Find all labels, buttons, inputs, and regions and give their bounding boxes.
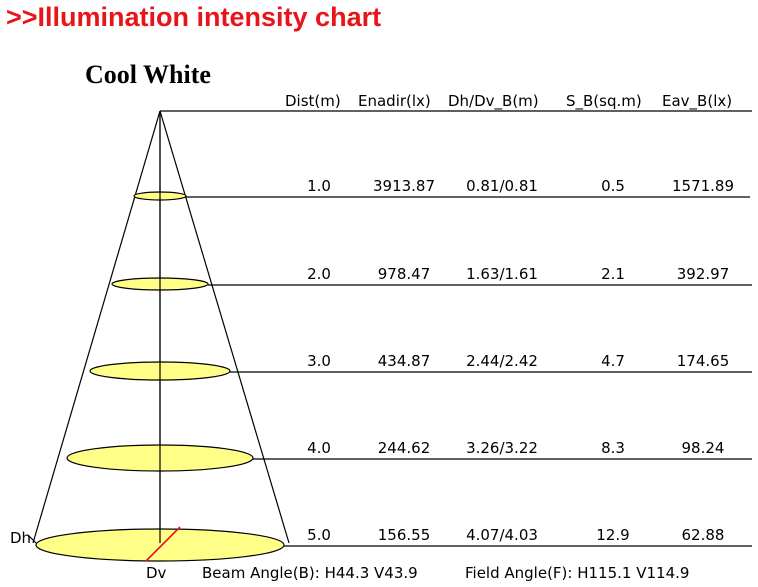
table-cell: 1.0	[307, 177, 331, 195]
table-cell: 3913.87	[373, 177, 435, 195]
dv-diameter-marker	[145, 526, 181, 562]
dh-marker	[27, 534, 37, 544]
column-header: Enadir(lx)	[358, 92, 431, 110]
table-cell: 12.9	[596, 526, 629, 544]
light-color-title: Cool White	[85, 60, 211, 89]
table-cell: 978.47	[378, 265, 431, 283]
table-cell: 0.5	[601, 177, 625, 195]
table-cell: 1.63/1.61	[466, 265, 538, 283]
column-header: Eav_B(lx)	[662, 92, 732, 111]
dh-label: Dh	[10, 529, 31, 547]
table-cell: 4.7	[601, 352, 625, 370]
column-header: S_B(sq.m)	[566, 92, 642, 111]
chart-heading: >>Illumination intensity chart	[6, 2, 381, 33]
distance-rows	[35, 111, 752, 562]
table-cell: 2.44/2.42	[466, 352, 538, 370]
table-cell: 434.87	[378, 352, 431, 370]
table-text: Dist(m) Enadir(lx) Dh/Dv_B(m) S_B(sq.m) Eav_…	[10, 92, 734, 582]
table-cell: 244.62	[378, 439, 431, 457]
table-cell: 4.0	[307, 439, 331, 457]
table-cell: 98.24	[682, 439, 725, 457]
table-cell: 2.1	[601, 265, 625, 283]
heading-title: Illumination intensity chart	[37, 2, 382, 32]
table-cell: 156.55	[378, 526, 431, 544]
table-cell: 3.0	[307, 352, 331, 370]
column-header: Dist(m)	[285, 92, 341, 110]
table-cell: 8.3	[601, 439, 625, 457]
column-header: Dh/Dv_B(m)	[448, 92, 539, 111]
dv-label: Dv	[146, 564, 167, 582]
table-cell: 392.97	[677, 265, 730, 283]
heading-prefix: >>	[6, 2, 38, 32]
table-cell: 5.0	[307, 526, 331, 544]
table-cell: 174.65	[677, 352, 730, 370]
cone-left-edge	[32, 110, 161, 544]
table-cell: 0.81/0.81	[466, 177, 538, 195]
table-cell: 4.07/4.03	[466, 526, 538, 544]
table-cell: 62.88	[682, 526, 725, 544]
table-cell: 2.0	[307, 265, 331, 283]
field-angle-label: Field Angle(F): H115.1 V114.9	[465, 564, 689, 582]
cone-right-edge	[159, 110, 290, 544]
table-cell: 3.26/3.22	[466, 439, 538, 457]
beam-angle-label: Beam Angle(B): H44.3 V43.9	[202, 564, 418, 582]
table-cell: 1571.89	[672, 177, 734, 195]
